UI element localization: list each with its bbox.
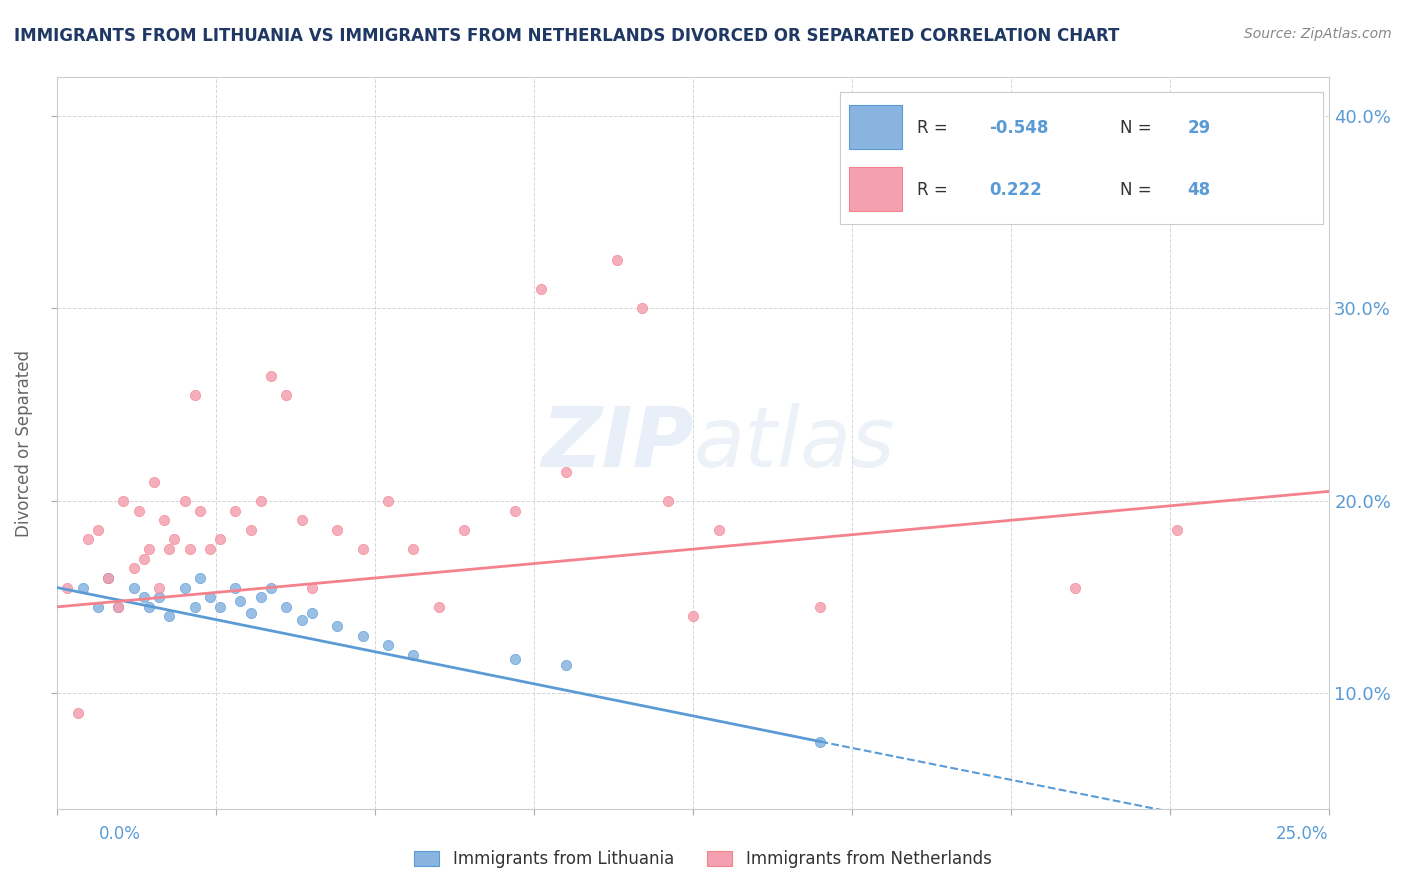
Point: [260, 368, 283, 383]
Point: [682, 609, 704, 624]
Point: [555, 657, 578, 672]
Point: [97, 571, 120, 585]
Text: IMMIGRANTS FROM LITHUANIA VS IMMIGRANTS FROM NETHERLANDS DIVORCED OR SEPARATED C: IMMIGRANTS FROM LITHUANIA VS IMMIGRANTS …: [14, 27, 1119, 45]
Point: [87, 599, 110, 614]
Point: [72, 581, 94, 595]
Text: Source: ZipAtlas.com: Source: ZipAtlas.com: [1244, 27, 1392, 41]
Point: [163, 533, 186, 547]
Point: [239, 523, 262, 537]
Point: [301, 581, 323, 595]
Point: [377, 494, 399, 508]
Point: [962, 822, 984, 836]
Y-axis label: Divorced or Separated: Divorced or Separated: [15, 350, 32, 537]
Point: [606, 253, 628, 268]
Point: [250, 591, 273, 605]
Text: ZIP: ZIP: [541, 402, 693, 483]
Point: [301, 606, 323, 620]
Point: [107, 599, 129, 614]
Point: [128, 503, 150, 517]
Point: [183, 388, 205, 402]
Point: [250, 494, 273, 508]
Point: [276, 599, 298, 614]
Point: [326, 619, 349, 633]
Point: [503, 652, 526, 666]
Point: [229, 594, 252, 608]
Point: [122, 581, 145, 595]
Point: [138, 599, 160, 614]
Point: [97, 571, 120, 585]
Legend: Immigrants from Lithuania, Immigrants from Netherlands: Immigrants from Lithuania, Immigrants fr…: [408, 844, 998, 875]
Point: [1267, 822, 1289, 836]
Point: [352, 542, 374, 557]
Point: [107, 599, 129, 614]
Point: [530, 282, 553, 296]
Point: [377, 639, 399, 653]
Point: [112, 494, 135, 508]
Point: [143, 475, 166, 489]
Point: [173, 581, 195, 595]
Point: [132, 551, 155, 566]
Point: [157, 609, 180, 624]
Point: [810, 734, 832, 748]
Point: [87, 523, 110, 537]
Point: [157, 542, 180, 557]
Point: [198, 542, 221, 557]
Point: [188, 503, 211, 517]
Point: [198, 591, 221, 605]
Point: [224, 581, 246, 595]
Point: [276, 388, 298, 402]
Point: [657, 494, 679, 508]
Point: [402, 648, 425, 662]
Point: [188, 571, 211, 585]
Point: [132, 591, 155, 605]
Point: [209, 599, 232, 614]
Point: [326, 523, 349, 537]
Point: [810, 599, 832, 614]
Point: [631, 301, 654, 316]
Point: [66, 706, 89, 720]
Point: [122, 561, 145, 575]
Text: 25.0%: 25.0%: [1277, 825, 1329, 843]
Point: [290, 613, 312, 627]
Point: [290, 513, 312, 527]
Point: [153, 513, 176, 527]
Point: [224, 503, 246, 517]
Point: [1063, 581, 1085, 595]
Point: [173, 494, 195, 508]
Text: 0.0%: 0.0%: [98, 825, 141, 843]
Point: [427, 599, 450, 614]
Point: [1166, 523, 1188, 537]
Point: [209, 533, 232, 547]
Point: [402, 542, 425, 557]
Point: [76, 533, 98, 547]
Point: [555, 465, 578, 479]
Text: atlas: atlas: [693, 402, 894, 483]
Point: [179, 542, 201, 557]
Point: [148, 591, 170, 605]
Point: [503, 503, 526, 517]
Point: [260, 581, 283, 595]
Point: [453, 523, 475, 537]
Point: [707, 523, 730, 537]
Point: [352, 629, 374, 643]
Point: [183, 599, 205, 614]
Point: [138, 542, 160, 557]
Point: [148, 581, 170, 595]
Point: [239, 606, 262, 620]
Point: [56, 581, 79, 595]
